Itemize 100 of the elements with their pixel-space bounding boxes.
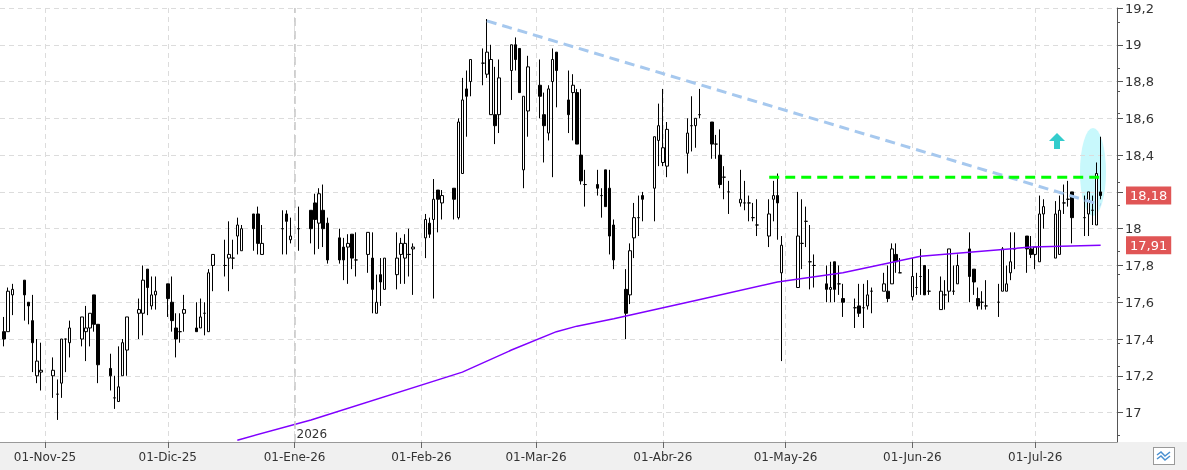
x-tick-label: 01-Abr-26 — [633, 450, 693, 464]
x-tick-label: 01-Mar-26 — [505, 450, 567, 464]
candlestick — [1009, 231, 1012, 281]
candlestick — [56, 378, 59, 421]
candlestick — [997, 283, 1000, 318]
candlestick — [1001, 246, 1004, 292]
candlestick — [375, 274, 378, 314]
candlestick — [1054, 200, 1057, 259]
candlestick — [767, 198, 771, 248]
x-tick-label: 01-Dic-25 — [138, 450, 197, 464]
candlestick — [403, 233, 407, 285]
candlestick — [862, 283, 865, 329]
candlestick — [686, 117, 689, 175]
x-tick-label: 01-May-26 — [753, 450, 818, 464]
candlestick — [60, 338, 63, 399]
candlestick — [199, 298, 202, 329]
candlestick — [710, 121, 714, 160]
candlestick — [911, 257, 914, 301]
candlestick — [236, 217, 239, 255]
candlestick — [256, 206, 260, 255]
candlestick — [227, 220, 231, 292]
candlestick — [825, 264, 828, 303]
x-tick-label: 01-Feb-26 — [391, 450, 452, 464]
candlestick — [23, 279, 26, 322]
candlestick — [371, 231, 374, 314]
candlestick — [796, 191, 800, 289]
candlestick — [780, 235, 783, 362]
candlestick — [109, 353, 112, 392]
candlestick — [289, 217, 292, 244]
candlestick — [952, 264, 955, 296]
candlestick — [424, 213, 427, 259]
candlestick — [829, 261, 832, 303]
candlestick — [808, 224, 812, 290]
candlestick — [27, 301, 30, 325]
y-tick-label: 18,4 — [1125, 147, 1154, 163]
candlestick — [743, 180, 746, 211]
candlestick — [833, 261, 836, 303]
y-tick-label: 19 — [1125, 37, 1142, 53]
candlestick — [841, 283, 845, 318]
candlestick — [776, 173, 779, 241]
candlestick — [596, 169, 599, 197]
candlestick — [366, 231, 370, 274]
candlestick — [890, 242, 894, 285]
candlestick — [739, 169, 742, 208]
candlestick — [1083, 195, 1086, 237]
candlestick — [84, 305, 88, 362]
candlestick — [956, 253, 959, 285]
candlestick — [571, 73, 575, 141]
candlestick — [154, 275, 157, 311]
x-tick-label: 01-Nov-25 — [13, 450, 77, 464]
candlestick — [150, 275, 153, 311]
candlestick — [51, 356, 55, 399]
y-tick-label: 17,8 — [1125, 257, 1154, 273]
y-tick-label: 18,8 — [1125, 74, 1154, 90]
y-tick-label: 17,4 — [1125, 331, 1154, 347]
candlestick — [976, 287, 980, 311]
candlestick — [395, 231, 399, 290]
candlestick — [354, 231, 358, 277]
ref-line-label: 2026 — [296, 427, 328, 441]
line-series — [236, 244, 1102, 441]
candlestick — [870, 287, 873, 314]
y-tick-label: 19,2 — [1125, 0, 1154, 16]
candlestick — [641, 191, 644, 222]
y-tick-label: 17 — [1125, 405, 1142, 421]
candlestick — [285, 209, 288, 255]
candlestick — [1025, 235, 1029, 274]
candlestick — [317, 187, 321, 250]
candlestick — [915, 272, 918, 296]
y-tick-label: 17,6 — [1125, 294, 1154, 310]
candlestick — [866, 279, 869, 311]
candlestick — [886, 264, 890, 303]
candlestick — [1062, 184, 1066, 215]
candlestick — [755, 198, 759, 237]
candlestick — [39, 342, 43, 392]
candlestick — [727, 180, 730, 215]
candlestick — [211, 253, 215, 292]
candlestick — [551, 47, 554, 178]
candlestick — [195, 301, 198, 333]
candlestick — [939, 275, 943, 311]
candlestick — [297, 206, 300, 252]
candlestick — [31, 294, 34, 373]
candlestick — [141, 264, 145, 336]
candlestick — [690, 95, 693, 152]
candlestick — [747, 195, 751, 222]
annotation: 18,18 — [1130, 188, 1168, 204]
candlestick — [567, 70, 570, 134]
candlestick — [927, 268, 931, 296]
candlestick — [465, 70, 468, 138]
x-tick-label: 01-Jun-26 — [883, 450, 942, 464]
candlestick — [919, 248, 922, 296]
candlestick — [637, 195, 640, 237]
candlestick — [346, 233, 350, 285]
annotation: 17,91 — [1130, 237, 1168, 253]
candlestick — [1013, 231, 1016, 270]
x-tick-label: 01-Ene-26 — [263, 450, 326, 464]
candlestick — [379, 257, 382, 307]
y-tick-label: 18,6 — [1125, 110, 1154, 126]
candlestick — [984, 279, 988, 311]
candlestick — [698, 88, 701, 119]
x-tick-label: 01-Jul-26 — [1007, 450, 1063, 464]
